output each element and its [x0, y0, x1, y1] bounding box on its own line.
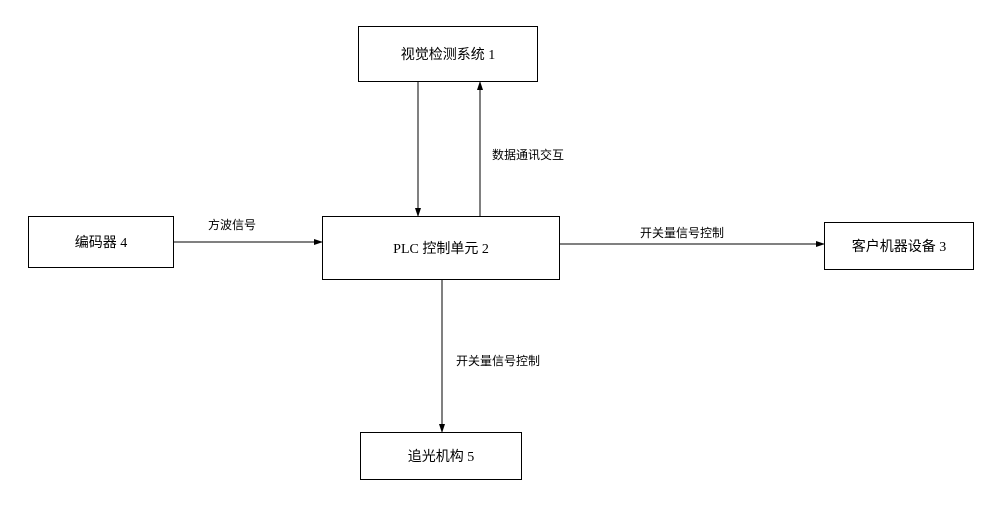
- node-encoder: 编码器 4: [28, 216, 174, 268]
- node-label: 客户机器设备 3: [852, 236, 947, 256]
- node-label: PLC 控制单元 2: [393, 238, 489, 258]
- node-chase-mechanism: 追光机构 5: [360, 432, 522, 480]
- node-label: 追光机构 5: [408, 446, 475, 466]
- edge-label-vision-plc: 数据通讯交互: [492, 146, 564, 163]
- node-label: 编码器 4: [75, 232, 128, 252]
- diagram-canvas: 视觉检测系统 1 PLC 控制单元 2 编码器 4 客户机器设备 3 追光机构 …: [0, 0, 1000, 519]
- edge-label-plc-chase: 开关量信号控制: [456, 352, 540, 369]
- node-vision-system: 视觉检测系统 1: [358, 26, 538, 82]
- node-label: 视觉检测系统 1: [401, 44, 496, 64]
- edge-label-plc-client: 开关量信号控制: [640, 224, 724, 241]
- edge-label-encoder-plc: 方波信号: [208, 216, 256, 233]
- node-plc-unit: PLC 控制单元 2: [322, 216, 560, 280]
- node-client-device: 客户机器设备 3: [824, 222, 974, 270]
